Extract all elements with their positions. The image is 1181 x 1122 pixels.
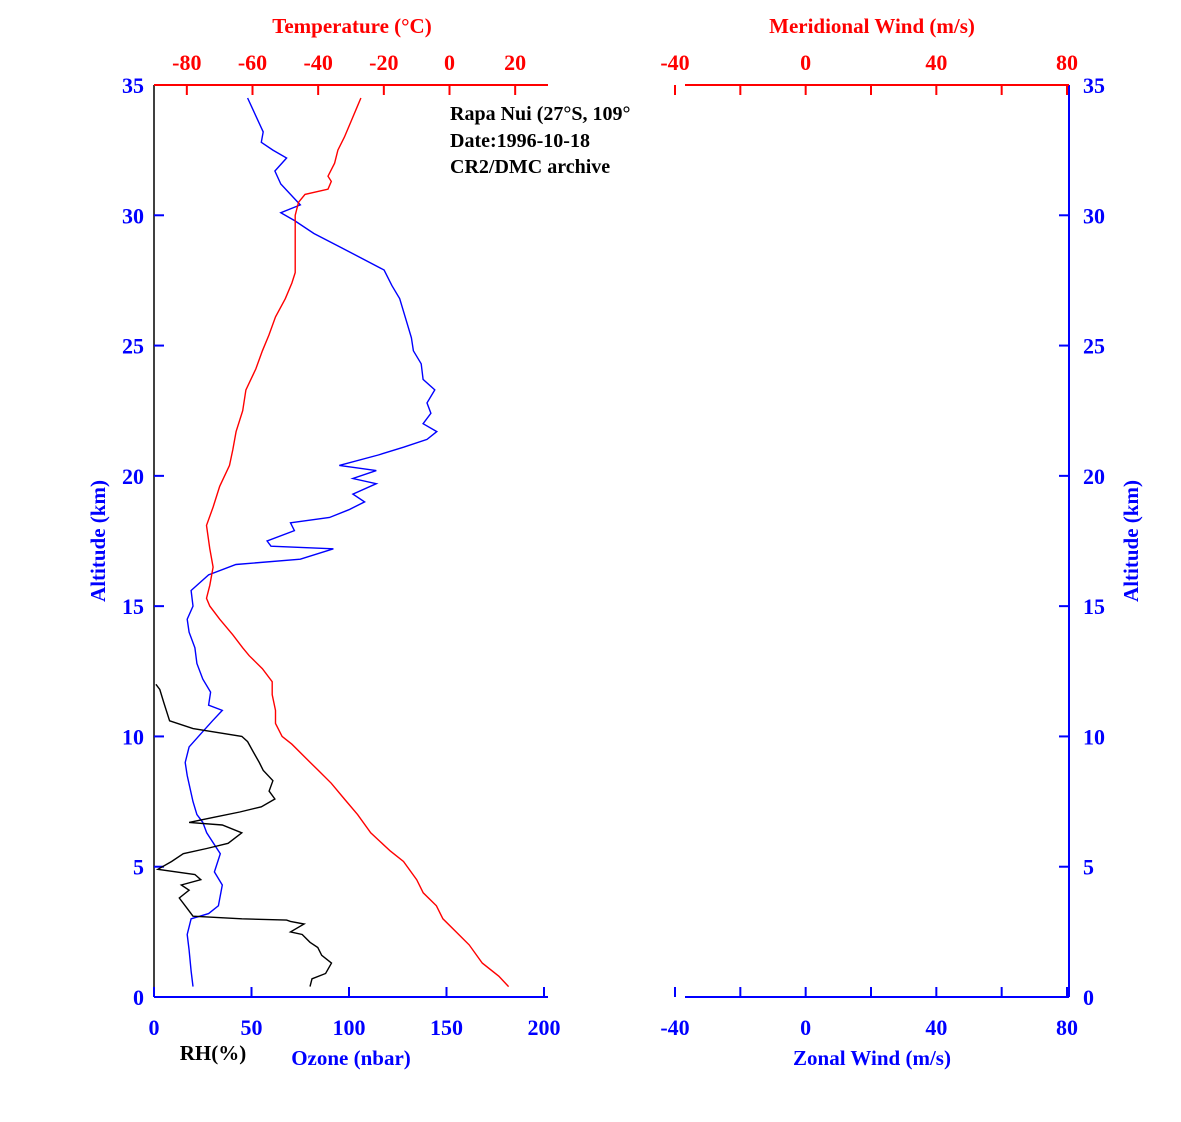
meridional-wind-tick-label: 0 [800, 50, 811, 75]
meridional-wind-tick-label: 40 [925, 50, 947, 75]
left-altitude-tick-label: 10 [122, 724, 144, 749]
rh-axis-title: RH(%) [180, 1041, 247, 1065]
left-altitude-tick-label: 20 [122, 464, 144, 489]
ozone-tick-label: 50 [241, 1015, 263, 1040]
zonal-wind-tick-label: 80 [1056, 1015, 1078, 1040]
left-altitude-tick-label: 30 [122, 203, 144, 228]
zonal-wind-tick-label: -40 [660, 1015, 689, 1040]
right-altitude-tick-label: 35 [1083, 73, 1105, 98]
temperature-tick-label: -80 [172, 50, 201, 75]
rh-profile-line [155, 683, 333, 987]
ozone-axis-title: Ozone (nbar) [291, 1046, 411, 1070]
zonal-wind-axis-title: Zonal Wind (m/s) [793, 1046, 951, 1070]
temperature-profile-line [205, 97, 510, 988]
right-altitude-tick-label: 30 [1083, 203, 1105, 228]
meridional-wind-tick-label: -40 [660, 50, 689, 75]
archive-text: CR2/DMC archive [450, 156, 610, 178]
temperature-axis-title: Temperature (°C) [272, 14, 431, 38]
ozone-tick-label: 150 [430, 1015, 463, 1040]
zonal-wind-tick-label: 40 [925, 1015, 947, 1040]
left-altitude-tick-label: 5 [133, 855, 144, 880]
temperature-tick-label: -60 [238, 50, 267, 75]
left-altitude-tick-label: 35 [122, 73, 144, 98]
left-altitude-tick-label: 25 [122, 334, 144, 359]
right-altitude-tick-label: 20 [1083, 464, 1105, 489]
ozone-tick-label: 0 [149, 1015, 160, 1040]
left-altitude-tick-label: 15 [122, 594, 144, 619]
right-panel-wind-plot: 0 5 10 15 20 25 30 35 -40 0 40 80 -40 0 40 80 [660, 50, 1105, 1040]
right-altitude-tick-label: 0 [1083, 985, 1094, 1010]
right-altitude-tick-label: 25 [1083, 334, 1105, 359]
station-name-text: Rapa Nui (27°S, 109° [450, 103, 630, 125]
right-altitude-tick-label: 15 [1083, 594, 1105, 619]
meridional-wind-axis-title: Meridional Wind (m/s) [769, 14, 975, 38]
right-altitude-tick-label: 10 [1083, 724, 1105, 749]
left-altitude-tick-label: 0 [133, 985, 144, 1010]
ozone-tick-label: 200 [528, 1015, 561, 1040]
date-text: Date:1996-10-18 [450, 130, 590, 152]
temperature-tick-label: -40 [304, 50, 333, 75]
meridional-wind-tick-label: 80 [1056, 50, 1078, 75]
zonal-wind-tick-label: 0 [800, 1015, 811, 1040]
temperature-tick-label: 20 [504, 50, 526, 75]
left-altitude-axis-title: Altitude (km) [86, 480, 110, 602]
station-annotation: Rapa Nui (27°S, 109° Date:1996-10-18 CR2… [450, 103, 630, 178]
ozone-tick-label: 100 [333, 1015, 366, 1040]
right-altitude-tick-label: 5 [1083, 855, 1094, 880]
ozone-profile-line [184, 97, 439, 987]
temperature-tick-label: -20 [369, 50, 398, 75]
temperature-tick-label: 0 [444, 50, 455, 75]
left-panel-profile-plot: 0 5 10 15 20 25 30 35 0 50 100 150 200 -80 -60 -40 -20 0 2… [122, 50, 561, 1040]
right-altitude-axis-title: Altitude (km) [1119, 480, 1143, 602]
